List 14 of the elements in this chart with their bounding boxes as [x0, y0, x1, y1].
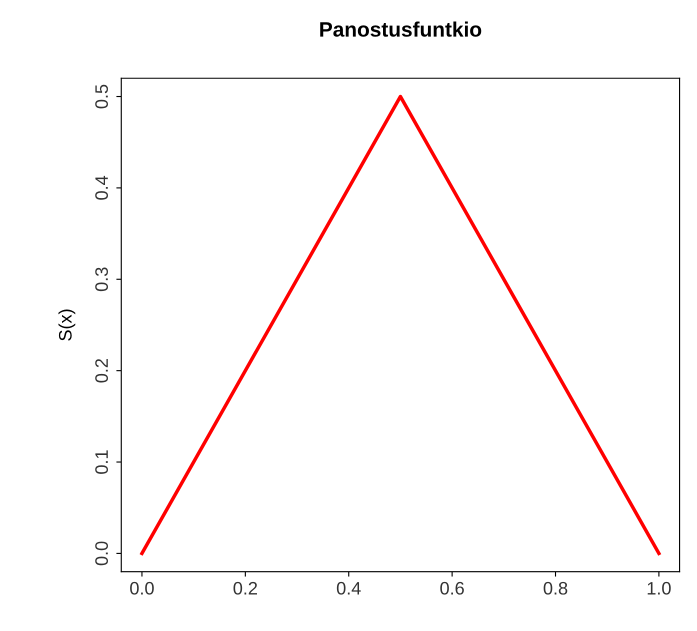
x-tick-label: 0.6	[440, 582, 464, 595]
y-tick-label: 0.0	[95, 542, 108, 566]
y-tick-label: 0.3	[95, 268, 108, 292]
chart-title: Panostusfuntkio	[320, 21, 482, 37]
y-tick-label: 0.5	[95, 84, 108, 108]
x-tick-label: 0.4	[336, 582, 361, 595]
x-tick-label: 0.0	[130, 582, 154, 595]
y-tick-label: 0.4	[95, 176, 108, 200]
x-tick-label: 1.0	[648, 582, 671, 595]
x-tick-label: 0.2	[234, 582, 257, 595]
y-tick-label: 0.2	[95, 359, 108, 382]
y-axis-title: S(x)	[58, 310, 76, 341]
y-tick-label: 0.1	[95, 450, 108, 474]
x-tick-label: 0.8	[544, 582, 568, 595]
